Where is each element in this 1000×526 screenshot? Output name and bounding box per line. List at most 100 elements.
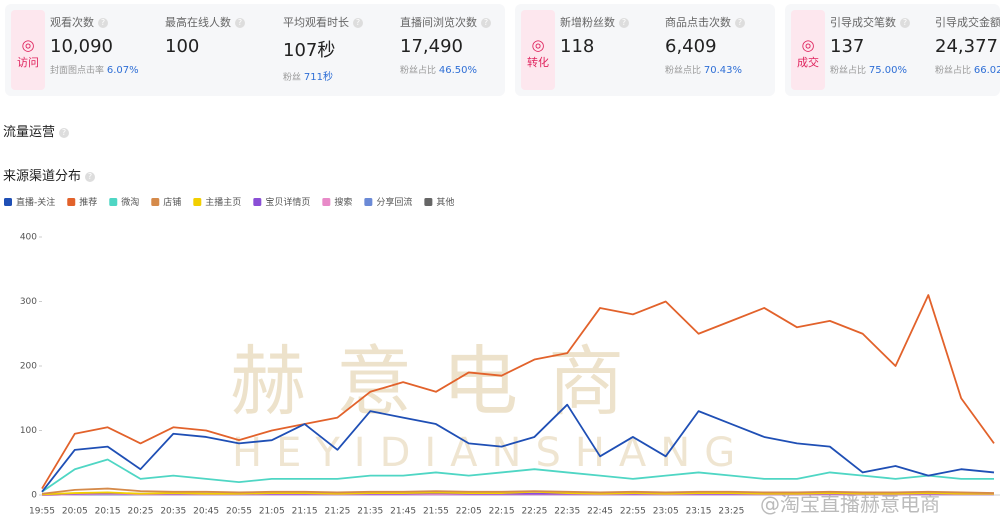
- sub-label: 粉丝: [283, 73, 302, 83]
- watermark-sub: HEYIDIANSHANG: [232, 430, 750, 476]
- legend-swatch: [253, 198, 262, 206]
- stat-value: 118: [560, 36, 595, 57]
- help-icon: ?: [98, 18, 108, 28]
- convert-card: ◎ 转化 新增粉丝数? 118 商品点击次数? 6,409 粉丝点比 70.43%: [515, 4, 775, 96]
- x-tick-label: 23:25: [718, 507, 744, 517]
- stat-name: 商品点击次数?: [665, 14, 745, 30]
- legend-label: 搜索: [334, 196, 352, 208]
- stat-sub: 粉丝 711秒: [283, 68, 363, 83]
- legend-label: 微淘: [121, 196, 139, 208]
- stat-sub: 粉丝占比 75.00%: [830, 63, 910, 76]
- deal-card: ◎ 成交 引导成交笔数? 137 粉丝占比 75.00% 引导成交金额? 24,377 粉丝占…: [785, 4, 1000, 96]
- stat-item: 新增粉丝数? 118: [560, 14, 629, 57]
- watermark-corner: @淘宝直播赫意电商: [760, 492, 940, 516]
- legend-swatch: [67, 198, 76, 206]
- sub-value: 66.02: [973, 65, 1000, 76]
- stat-value: 24,377: [935, 36, 998, 57]
- stat-sub: 粉丝点比 70.43%: [665, 63, 745, 76]
- stat-name: 引导成交金额?: [935, 14, 1000, 30]
- x-tick-label: 21:55: [423, 507, 449, 517]
- stat-name-text: 直播间浏览次数: [400, 16, 477, 29]
- group-label: 成交: [797, 56, 819, 69]
- stat-name: 最高在线人数?: [165, 14, 245, 30]
- legend-swatch: [424, 198, 433, 206]
- stat-name-text: 观看次数: [50, 16, 94, 29]
- stat-sub: 粉丝占比 66.02: [935, 63, 1000, 76]
- x-tick-label: 22:05: [456, 507, 482, 517]
- stat-value: 137: [830, 36, 865, 57]
- sub-label: 粉丝占比: [935, 66, 972, 76]
- watermark: 赫意电商: [230, 337, 654, 426]
- stat-item: 最高在线人数? 100: [165, 14, 245, 57]
- x-tick-label: 20:15: [95, 507, 121, 517]
- group-icon: ◎ 转化: [521, 10, 555, 90]
- series-line: [41, 487, 995, 495]
- stat-value: 10,090: [50, 36, 113, 57]
- icon-symbol: ◎: [21, 36, 35, 54]
- x-tick-label: 21:35: [357, 507, 383, 517]
- sub-label: 封面图点击率: [50, 66, 105, 76]
- help-icon: ?: [735, 18, 745, 28]
- help-icon: ?: [235, 18, 245, 28]
- stat-item: 引导成交笔数? 137 粉丝占比 75.00%: [830, 14, 910, 76]
- x-tick-label: 20:05: [62, 507, 88, 517]
- x-tick-label: 22:55: [620, 507, 646, 517]
- x-tick-label: 21:05: [259, 507, 285, 517]
- legend-label: 直播-关注: [16, 196, 55, 208]
- group-icon: ◎ 成交: [791, 10, 825, 90]
- chart-title: 来源渠道分布?: [3, 165, 96, 184]
- sub-value: 6.07%: [106, 65, 139, 76]
- legend-label: 推荐: [79, 196, 97, 208]
- x-tick-label: 21:45: [390, 507, 416, 517]
- group-label: 访问: [17, 56, 39, 69]
- stat-name-text: 引导成交金额: [935, 16, 1000, 29]
- x-tick-label: 20:35: [160, 507, 186, 517]
- y-tick-label: 400: [20, 233, 37, 243]
- stat-item: 直播间浏览次数? 17,490 粉丝占比 46.50%: [400, 14, 491, 76]
- legend-swatch: [109, 198, 118, 206]
- sub-value: 711秒: [303, 72, 333, 83]
- stat-name-text: 新增粉丝数: [560, 16, 615, 29]
- y-tick-label: 0: [31, 491, 37, 501]
- legend-swatch: [364, 198, 373, 206]
- sub-value: 70.43%: [703, 65, 743, 76]
- stat-name-text: 最高在线人数: [165, 16, 231, 29]
- sub-value: 46.50%: [438, 65, 478, 76]
- stat-item: 平均观看时长? 107秒粉丝 711秒: [283, 14, 363, 83]
- stat-name: 观看次数?: [50, 14, 139, 30]
- series-line: [41, 458, 994, 493]
- stat-item: 观看次数? 10,090 封面图点击率 6.07%: [50, 14, 139, 76]
- help-icon: ?: [619, 18, 629, 28]
- x-tick-label: 22:35: [554, 507, 580, 517]
- stat-name-text: 平均观看时长: [283, 16, 349, 29]
- help-icon: ?: [353, 18, 363, 28]
- series-line: [41, 490, 994, 496]
- legend-swatch: [322, 198, 331, 206]
- x-tick-label: 20:25: [128, 507, 154, 517]
- legend-swatch: [151, 198, 160, 206]
- stat-value: 107秒: [283, 40, 336, 61]
- y-tick-label: 300: [20, 297, 37, 307]
- stat-item: 商品点击次数? 6,409 粉丝点比 70.43%: [665, 14, 745, 76]
- legend-label: 其他: [436, 196, 454, 208]
- x-tick-label: 20:55: [226, 507, 252, 517]
- x-tick-label: 23:15: [686, 507, 712, 517]
- y-tick-label: 200: [20, 362, 37, 372]
- help-icon: ?: [900, 18, 910, 28]
- group-icon: ◎ 访问: [11, 10, 45, 90]
- group-label: 转化: [527, 56, 549, 69]
- stat-value: 100: [165, 36, 200, 57]
- icon-symbol: ◎: [531, 36, 545, 54]
- stat-name-text: 商品点击次数: [665, 16, 731, 29]
- stat-value: 6,409: [665, 36, 717, 57]
- x-tick-label: 19:55: [29, 507, 55, 517]
- stat-item: 引导成交金额? 24,377 粉丝占比 66.02: [935, 14, 1000, 76]
- legend-swatch: [193, 198, 202, 206]
- y-tick-label: 100: [20, 426, 37, 436]
- x-tick-label: 22:25: [521, 507, 547, 517]
- series-line: [41, 294, 995, 490]
- stat-name: 直播间浏览次数?: [400, 14, 491, 30]
- series-line: [41, 403, 995, 493]
